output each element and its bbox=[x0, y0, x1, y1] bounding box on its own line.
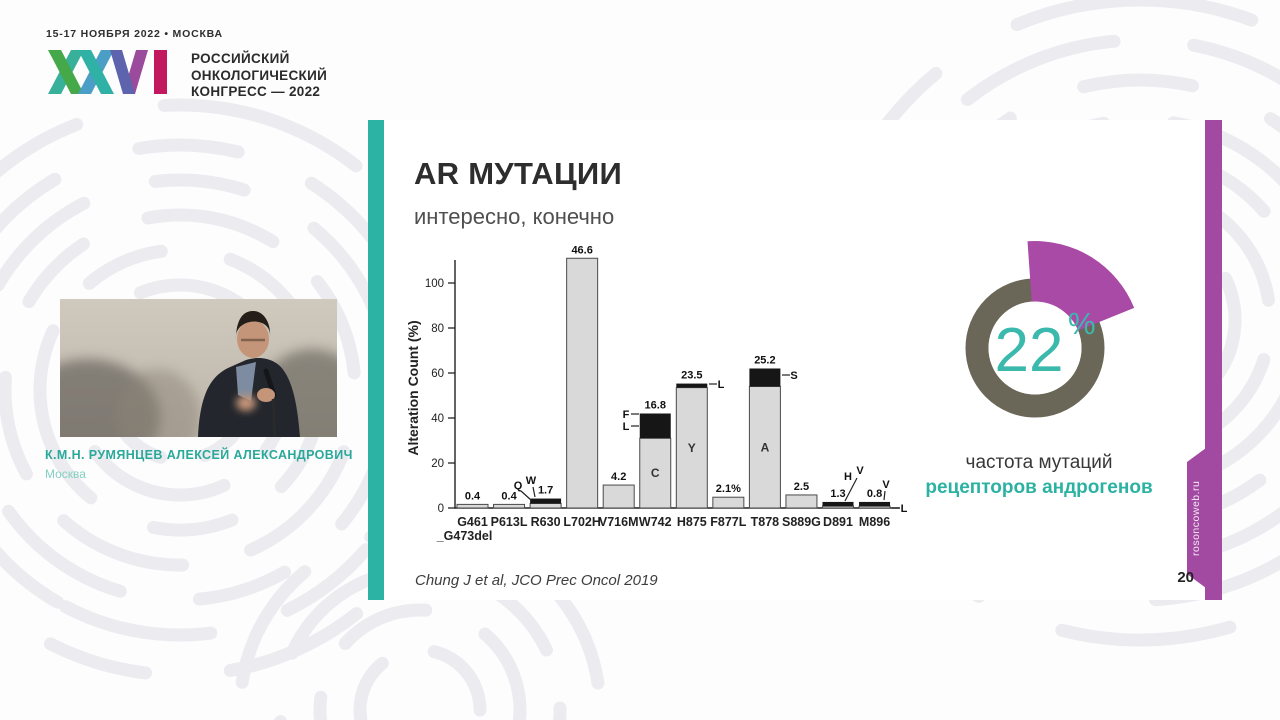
site-url-label: rosoncoweb.ru bbox=[1190, 480, 1202, 556]
svg-text:P613L: P613L bbox=[491, 515, 528, 529]
svg-text:23.5: 23.5 bbox=[681, 370, 702, 382]
congress-title-line3: КОНГРЕСС — 2022 bbox=[191, 84, 321, 99]
svg-text:0.4: 0.4 bbox=[501, 490, 517, 502]
svg-text:Y: Y bbox=[688, 441, 696, 455]
svg-text:25.2: 25.2 bbox=[754, 355, 775, 367]
donut-hole bbox=[988, 301, 1082, 395]
svg-text:L: L bbox=[623, 421, 630, 433]
svg-text:F: F bbox=[623, 409, 630, 421]
svg-text:V: V bbox=[856, 465, 864, 477]
audience-silhouette bbox=[116, 369, 200, 437]
congress-title-line2: ОНКОЛОГИЧЕСКИЙ bbox=[191, 67, 328, 83]
congress-title: РОССИЙСКИЙ ОНКОЛОГИЧЕСКИЙ КОНГРЕСС — 202… bbox=[191, 51, 327, 101]
bar-chart-container: 0 20 40 60 80 100 Alteration Count (%) 0.4 G461 _… bbox=[398, 238, 920, 550]
svg-text:2.1%: 2.1% bbox=[716, 483, 741, 495]
donut-chart-container: 22 % bbox=[945, 238, 1170, 466]
svg-text:0: 0 bbox=[438, 503, 444, 515]
site-tab bbox=[1187, 448, 1206, 588]
svg-text:W: W bbox=[526, 475, 537, 487]
svg-text:1.3: 1.3 bbox=[830, 488, 845, 500]
donut-percent-sign: % bbox=[1068, 306, 1096, 341]
svg-text:H875: H875 bbox=[677, 515, 707, 529]
logo-letter-i bbox=[154, 50, 167, 94]
event-date-line: 15-17 НОЯБРЯ 2022 • МОСКВА bbox=[46, 28, 223, 40]
svg-text:60: 60 bbox=[431, 368, 444, 380]
mutation-bar-chart: 0 20 40 60 80 100 Alteration Count (%) 0.4 G461_… bbox=[405, 244, 908, 543]
congress-title-line1: РОССИЙСКИЙ bbox=[191, 51, 290, 66]
svg-text:A: A bbox=[761, 440, 770, 454]
svg-text:G461: G461 bbox=[457, 515, 488, 529]
svg-text:40: 40 bbox=[431, 413, 444, 425]
slide-title: AR МУТАЦИИ bbox=[414, 156, 623, 191]
svg-text:T878: T878 bbox=[751, 515, 780, 529]
svg-text:M896: M896 bbox=[859, 515, 890, 529]
slide-page-number: 20 bbox=[1177, 569, 1194, 586]
svg-text:L702H: L702H bbox=[563, 515, 601, 529]
svg-text:4.2: 4.2 bbox=[611, 471, 626, 483]
donut-percent-value: 22 bbox=[995, 316, 1064, 385]
citation: Chung J et al, JCO Prec Oncol 2019 bbox=[415, 572, 658, 589]
congress-logo bbox=[48, 50, 167, 94]
speaker-video bbox=[60, 299, 337, 437]
svg-text:20: 20 bbox=[431, 458, 444, 470]
svg-text:0.4: 0.4 bbox=[465, 490, 481, 502]
svg-text:V: V bbox=[882, 479, 890, 491]
presentation-slide: rosoncoweb.ru AR МУТАЦИИ интересно, коне… bbox=[368, 120, 1222, 600]
stat-caption-line2: рецепторов андрогенов bbox=[925, 477, 1153, 498]
svg-text:Alteration Count (%): Alteration Count (%) bbox=[405, 320, 421, 455]
svg-text:H: H bbox=[844, 471, 852, 483]
stat-caption-line1: частота мутаций bbox=[965, 452, 1113, 473]
svg-text:16.8: 16.8 bbox=[645, 400, 666, 412]
svg-text:_G473del: _G473del bbox=[436, 529, 493, 543]
slide-subtitle: интересно, конечно bbox=[414, 204, 615, 229]
speaker-figure bbox=[198, 311, 300, 437]
svg-text:2.5: 2.5 bbox=[794, 481, 809, 493]
speaker-name: К.М.Н. РУМЯНЦЕВ АЛЕКСЕЙ АЛЕКСАНДРОВИЧ bbox=[45, 448, 353, 462]
svg-text:100: 100 bbox=[425, 278, 444, 290]
svg-text:F877L: F877L bbox=[710, 515, 746, 529]
svg-text:W742: W742 bbox=[639, 515, 672, 529]
speaker-city: Москва bbox=[45, 467, 86, 481]
svg-text:Q: Q bbox=[514, 480, 523, 492]
svg-text:80: 80 bbox=[431, 323, 444, 335]
svg-text:L: L bbox=[718, 379, 725, 391]
svg-text:1.7: 1.7 bbox=[538, 485, 553, 497]
svg-text:R630: R630 bbox=[531, 515, 561, 529]
svg-text:0.8: 0.8 bbox=[867, 488, 882, 500]
stat-caption: частота мутаций рецепторов андрогенов bbox=[914, 452, 1164, 499]
slide-right-accent-bar bbox=[1205, 120, 1222, 600]
svg-text:46.6: 46.6 bbox=[571, 244, 592, 256]
svg-text:V716M: V716M bbox=[599, 515, 639, 529]
svg-text:L: L bbox=[901, 503, 908, 515]
svg-text:S: S bbox=[790, 370, 797, 382]
svg-text:D891: D891 bbox=[823, 515, 853, 529]
logo-letter-x1-stroke-a bbox=[48, 50, 84, 94]
svg-text:C: C bbox=[651, 466, 660, 480]
logo-letter-x2-stroke-a bbox=[78, 50, 114, 94]
logo-letter-v-stroke-a bbox=[110, 50, 135, 94]
donut-chart: 22 % bbox=[965, 241, 1135, 418]
svg-text:S889G: S889G bbox=[782, 515, 821, 529]
slide-left-accent-bar bbox=[368, 120, 384, 600]
